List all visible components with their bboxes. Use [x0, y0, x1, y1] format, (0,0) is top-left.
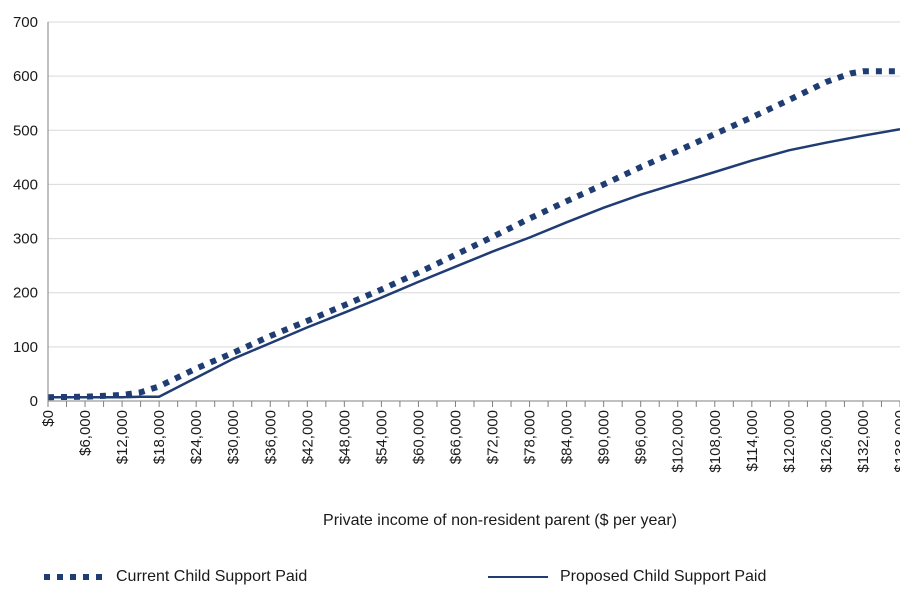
x-tick-label: $132,000 — [855, 410, 872, 473]
legend-item-current: Current Child Support Paid — [44, 568, 307, 586]
y-axis-ticks: 0 100 200 300 400 500 600 700 — [13, 14, 38, 410]
series-lines — [47, 68, 900, 401]
y-tick-label: 600 — [13, 68, 38, 85]
series-line-current — [47, 68, 900, 401]
legend-label-proposed: Proposed Child Support Paid — [560, 568, 767, 585]
x-tick-label: $78,000 — [522, 410, 539, 464]
legend-label-current: Current Child Support Paid — [116, 568, 308, 585]
series-line-proposed — [48, 127, 900, 399]
y-tick-label: 700 — [13, 14, 38, 31]
gridlines — [48, 21, 900, 348]
x-tick-label: $90,000 — [596, 410, 613, 464]
x-tick-label: $0 — [40, 410, 57, 427]
x-tick-label: $138,000 — [892, 410, 900, 473]
x-tick-label: $102,000 — [670, 410, 687, 473]
y-tick-label: 0 — [30, 393, 38, 410]
x-tick-label: $48,000 — [336, 410, 353, 464]
x-tick-label: $60,000 — [410, 410, 427, 464]
y-tick-label: 100 — [13, 339, 38, 356]
y-tick-label: 500 — [13, 122, 38, 139]
x-axis-ticks: $0 $6,000 $12,000 $18,000 $24,000 $30,000 $36,… — [40, 401, 900, 473]
x-tick-label: $12,000 — [114, 410, 131, 464]
x-tick-label: $42,000 — [299, 410, 316, 464]
x-tick-label: $120,000 — [781, 410, 798, 473]
x-tick-label: $96,000 — [633, 410, 650, 464]
x-tick-label: $54,000 — [373, 410, 390, 464]
x-tick-label: $108,000 — [707, 410, 724, 473]
legend-swatch-dotted — [44, 574, 104, 580]
legend-swatch-solid — [488, 575, 548, 579]
x-axis-label: Private income of non-resident parent ($… — [323, 512, 677, 529]
x-tick-label: $36,000 — [262, 410, 279, 464]
x-tick-label: $24,000 — [188, 410, 205, 464]
x-tick-label: $126,000 — [818, 410, 835, 473]
x-tick-label: $6,000 — [77, 410, 94, 456]
x-tick-label: $114,000 — [744, 410, 761, 471]
x-tick-label: $18,000 — [151, 410, 168, 464]
y-tick-label: 400 — [13, 176, 38, 193]
x-tick-label: $66,000 — [447, 410, 464, 464]
y-tick-label: 300 — [13, 231, 38, 248]
x-tick-label: $84,000 — [559, 410, 576, 464]
y-tick-label: 200 — [13, 285, 38, 302]
legend-item-proposed: Proposed Child Support Paid — [488, 568, 766, 586]
x-tick-label: $72,000 — [485, 410, 502, 464]
x-tick-label: $30,000 — [225, 410, 242, 464]
